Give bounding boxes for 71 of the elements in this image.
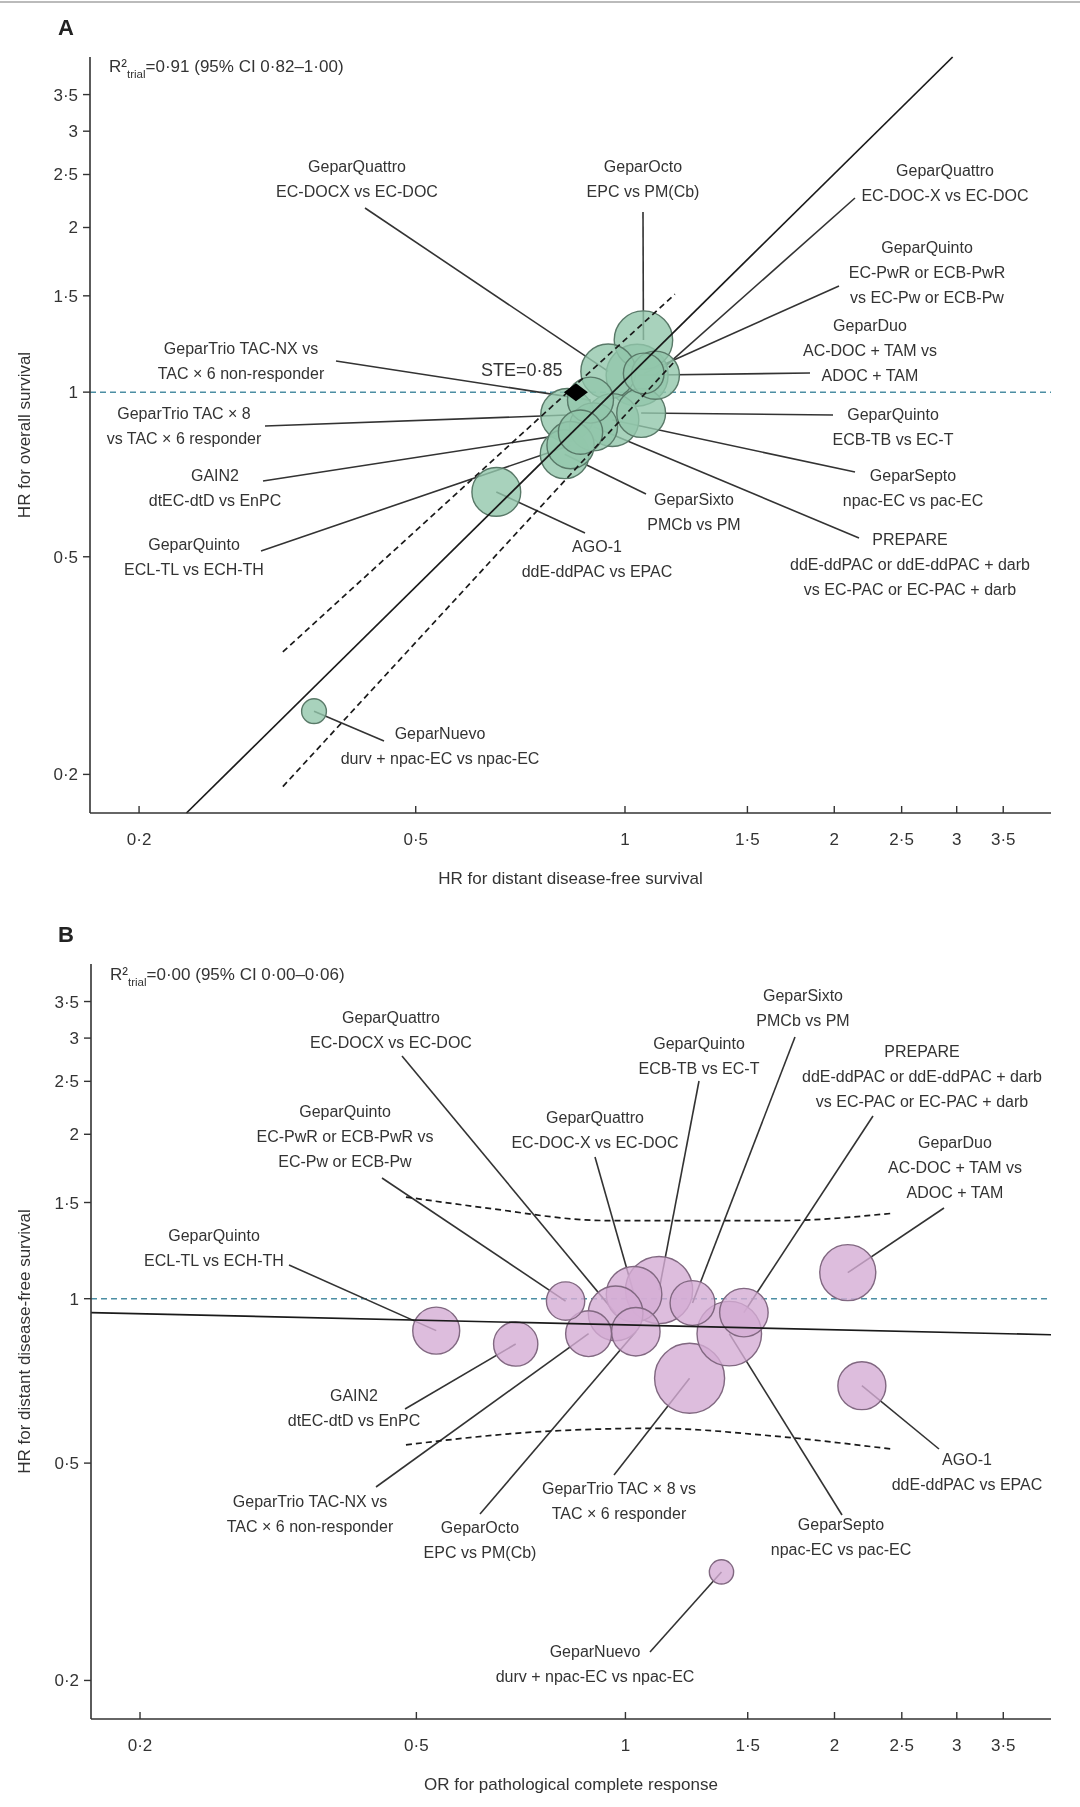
- chart-title: A: [58, 15, 75, 40]
- x-axis-title: OR for pathological complete response: [424, 1775, 718, 1794]
- y-tick-label: 2·5: [54, 1072, 79, 1092]
- x-tick-label: 0·2: [127, 1736, 153, 1755]
- annotation: GAIN2 dtEC-dtD vs EnPC: [287, 1387, 421, 1429]
- x-tick-label: 0·5: [404, 1736, 429, 1755]
- annotation: AGO-1 ddE-ddPAC vs EPAC: [891, 1451, 1043, 1493]
- x-tick-label: 1: [620, 1736, 631, 1755]
- annotation: GeparQuattro EC-DOCX vs EC-DOC: [310, 1009, 472, 1051]
- x-axis-title: HR for distant disease-free survival: [438, 869, 703, 888]
- annotation: GeparSepto npac-EC vs pac-EC: [770, 1516, 912, 1558]
- annotation: GeparSixto PMCb vs PM: [756, 987, 850, 1029]
- annotation: GeparTrio TAC × 8 vs TAC × 6 responder: [542, 1480, 696, 1522]
- annotation: GeparQuinto ECL-TL vs ECH-TH: [144, 1227, 284, 1269]
- x-tick-label: 2·5: [889, 1736, 915, 1755]
- annotation: GeparQuinto ECB-TB vs EC-T: [832, 406, 954, 448]
- annotation: GeparQuattro EC-DOCX vs EC-DOC: [276, 158, 438, 200]
- y-tick-label: 3·5: [54, 992, 79, 1012]
- annotation: GeparDuo AC-DOC + TAM vs ADOC + TAM: [802, 317, 938, 384]
- chart-title: B: [58, 922, 74, 947]
- annotation: GeparTrio TAC-NX vs TAC × 6 non-responder: [226, 1493, 394, 1535]
- x-tick-label: 1·5: [735, 830, 760, 849]
- annotation: GeparQuattro EC-DOC-X vs EC-DOC: [511, 1109, 679, 1151]
- x-tick-label: 3·5: [990, 1736, 1016, 1755]
- annotation: AGO-1 ddE-ddPAC vs EPAC: [521, 538, 673, 580]
- y-tick-label: 1·5: [54, 1193, 79, 1213]
- annotation: PREPARE ddE-ddPAC or ddE-ddPAC + darb vs EC-PAC or EC-PAC + darb: [802, 1043, 1043, 1110]
- y-tick-label: 3·5: [53, 85, 78, 105]
- y-tick-label: 3: [68, 122, 78, 142]
- y-axis-title: HR for distant disease-free survival: [14, 1209, 34, 1474]
- annotation: STE=0·85: [481, 360, 563, 380]
- annotation: GeparDuo AC-DOC + TAM vs ADOC + TAM: [887, 1134, 1023, 1201]
- x-tick-label: 2: [829, 1736, 840, 1755]
- annotation: GeparTrio TAC × 8 vs TAC × 6 responder: [106, 405, 262, 447]
- annotation: GeparOcto EPC vs PM(Cb): [586, 158, 700, 200]
- annotation: GeparOcto EPC vs PM(Cb): [423, 1519, 537, 1561]
- annotation: PREPARE ddE-ddPAC or ddE-ddPAC + darb vs EC-PAC or EC-PAC + darb: [790, 531, 1031, 598]
- annotation: GeparQuinto ECL-TL vs ECH-TH: [124, 536, 264, 578]
- annotation: GeparQuinto EC-PwR or ECB-PwR vs EC-Pw or ECB-Pw: [256, 1103, 434, 1170]
- y-tick-label: 2: [69, 1125, 79, 1145]
- x-tick-label: 0·5: [403, 830, 429, 849]
- annotation: GeparNuevo durv + npac-EC vs npac-EC: [340, 725, 540, 767]
- annotation: GeparSepto npac-EC vs pac-EC: [842, 467, 984, 509]
- annotation: R²$_{trial}$=0·91 (95% CI 0·82–1·00): [109, 57, 344, 80]
- y-tick-label: 1·5: [53, 286, 78, 306]
- y-tick-label: 0·2: [54, 1671, 79, 1691]
- annotation: GeparQuattro EC-DOC-X vs EC-DOC: [861, 162, 1029, 204]
- x-tick-label: 3: [952, 1736, 962, 1755]
- annotation: GeparSixto PMCb vs PM: [647, 491, 741, 533]
- annotation: GeparTrio TAC-NX vs TAC × 6 non-responder: [157, 340, 325, 382]
- y-tick-label: 2: [68, 218, 78, 238]
- y-axis-title: HR for overall survival: [14, 351, 34, 519]
- annotation: GeparNuevo durv + npac-EC vs npac-EC: [495, 1643, 695, 1685]
- y-tick-label: 1: [69, 1289, 79, 1309]
- x-tick-label: 3: [951, 830, 962, 849]
- y-tick-label: 0·5: [54, 1454, 79, 1474]
- y-tick-label: 1: [68, 383, 78, 403]
- x-tick-label: 1·5: [735, 1736, 761, 1755]
- x-tick-label: 2·5: [889, 830, 914, 849]
- annotation: GAIN2 dtEC-dtD vs EnPC: [148, 467, 282, 509]
- annotation: GeparQuinto EC-PwR or ECB-PwR vs EC-Pw or ECB-Pw: [848, 239, 1006, 306]
- x-tick-label: 2: [829, 830, 839, 849]
- x-tick-label: 3·5: [990, 830, 1016, 849]
- y-tick-label: 2·5: [53, 165, 78, 185]
- x-tick-label: 1: [620, 830, 630, 849]
- y-tick-label: 3: [69, 1029, 79, 1049]
- y-tick-label: 0·5: [53, 547, 78, 567]
- y-tick-label: 0·2: [53, 765, 78, 785]
- x-tick-label: 0·2: [126, 830, 152, 849]
- annotation: R²$_{trial}$=0·00 (95% CI 0·00–0·06): [110, 965, 345, 988]
- annotation: GeparQuinto ECB-TB vs EC-T: [638, 1035, 760, 1077]
